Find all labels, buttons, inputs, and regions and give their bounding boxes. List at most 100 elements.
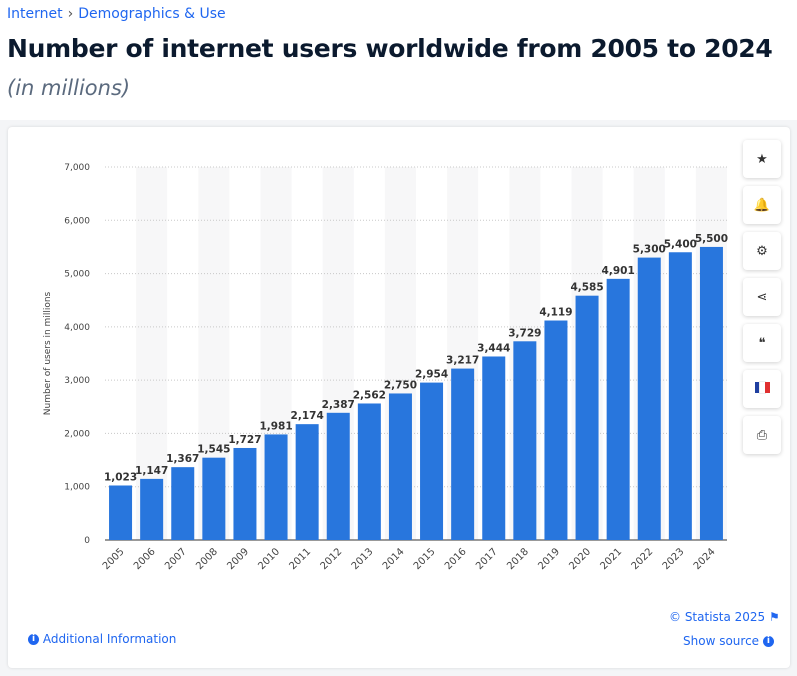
x-tick-label: 2023 — [661, 546, 687, 572]
bar — [637, 257, 661, 540]
bell-icon: 🔔 — [753, 197, 771, 213]
page-subtitle: (in millions) — [7, 76, 131, 100]
bar — [420, 382, 444, 540]
bar — [606, 278, 630, 540]
bar — [357, 403, 381, 540]
star-icon: ★ — [756, 151, 768, 167]
bar — [109, 485, 133, 540]
x-tick-label: 2016 — [443, 546, 469, 572]
x-tick-label: 2024 — [692, 546, 718, 572]
x-tick-label: 2019 — [536, 546, 562, 572]
info-icon: i — [28, 634, 39, 645]
bar — [326, 412, 350, 540]
bar — [544, 320, 568, 540]
y-tick-label: 1,000 — [64, 483, 90, 493]
y-tick-label: 0 — [84, 536, 90, 546]
x-tick-label: 2010 — [256, 546, 282, 572]
bar — [668, 252, 692, 540]
breadcrumb: Internet › Demographics & Use — [7, 6, 226, 22]
bar — [388, 393, 412, 540]
flag-icon: ⚑ — [769, 610, 780, 624]
bar — [233, 447, 257, 540]
data-label: 1,727 — [228, 434, 261, 446]
data-label: 3,217 — [446, 355, 479, 367]
data-label: 3,729 — [508, 327, 541, 339]
data-label: 2,174 — [291, 410, 324, 422]
x-tick-label: 2005 — [101, 546, 127, 572]
data-label: 1,023 — [104, 471, 137, 483]
page-title: Number of internet users worldwide from … — [7, 34, 773, 63]
x-tick-label: 2013 — [350, 546, 376, 572]
data-label: 2,387 — [322, 399, 355, 411]
copyright-label: © Statista 2025 — [669, 610, 766, 624]
bar — [513, 341, 537, 540]
y-tick-label: 7,000 — [64, 163, 90, 173]
bar — [699, 246, 723, 540]
data-label: 4,585 — [570, 282, 603, 294]
gear-button[interactable]: ⚙ — [743, 232, 781, 270]
bar — [575, 295, 599, 540]
bar — [451, 368, 475, 540]
x-tick-label: 2017 — [474, 546, 500, 572]
additional-information-label: Additional Information — [42, 632, 177, 646]
y-tick-label: 3,000 — [64, 376, 90, 386]
bar — [202, 457, 226, 540]
data-label: 2,954 — [415, 369, 448, 381]
x-tick-label: 2018 — [505, 546, 531, 572]
x-tick-label: 2014 — [381, 546, 407, 572]
x-tick-label: 2022 — [630, 546, 656, 572]
show-source-label: Show source — [683, 634, 760, 648]
x-tick-label: 2008 — [194, 546, 220, 572]
bar — [171, 467, 195, 540]
bell-button[interactable]: 🔔 — [743, 186, 781, 224]
quote-button[interactable]: ❝ — [743, 324, 781, 362]
data-label: 5,300 — [633, 244, 666, 256]
print-button[interactable]: ⎙ — [743, 416, 781, 454]
data-label: 2,750 — [384, 379, 417, 391]
x-tick-label: 2015 — [412, 546, 438, 572]
copyright-link[interactable]: © Statista 2025 ⚑ — [669, 610, 780, 624]
data-label: 1,367 — [166, 453, 199, 465]
x-tick-label: 2007 — [163, 546, 189, 572]
print-icon: ⎙ — [756, 427, 768, 443]
bar — [295, 424, 319, 540]
gear-icon: ⚙ — [756, 243, 768, 259]
french-flag-icon — [754, 380, 770, 397]
data-label: 1,545 — [197, 444, 230, 456]
share-icon: ⋖ — [756, 289, 768, 305]
y-tick-label: 2,000 — [64, 429, 90, 439]
data-label: 4,901 — [602, 265, 635, 277]
data-label: 2,562 — [353, 389, 386, 401]
data-label: 5,400 — [664, 238, 697, 250]
show-source-link[interactable]: Show source i — [683, 634, 774, 648]
data-label: 1,147 — [135, 465, 168, 477]
y-axis-label: Number of users in millions — [43, 291, 53, 415]
data-label: 1,981 — [259, 420, 292, 432]
x-tick-label: 2011 — [287, 546, 313, 572]
share-button[interactable]: ⋖ — [743, 278, 781, 316]
x-tick-label: 2012 — [319, 546, 345, 572]
french-flag-button[interactable] — [743, 370, 781, 408]
y-tick-label: 5,000 — [64, 270, 90, 280]
x-tick-label: 2021 — [598, 546, 624, 572]
y-tick-label: 4,000 — [64, 323, 90, 333]
breadcrumb-demographics[interactable]: Demographics & Use — [78, 6, 226, 22]
info-icon: i — [762, 636, 774, 647]
data-label: 5,500 — [695, 233, 728, 245]
data-label: 4,119 — [539, 307, 572, 319]
star-button[interactable]: ★ — [743, 140, 781, 178]
header: Internet › Demographics & Use Number of in… — [0, 0, 797, 120]
x-tick-label: 2009 — [225, 546, 251, 572]
quote-icon: ❝ — [758, 335, 766, 351]
bar — [264, 434, 288, 540]
bar — [482, 356, 506, 540]
column-stripe — [136, 167, 168, 540]
breadcrumb-separator: › — [67, 6, 74, 22]
x-tick-label: 2020 — [567, 546, 593, 572]
y-tick-label: 6,000 — [64, 216, 90, 226]
breadcrumb-internet[interactable]: Internet — [7, 6, 63, 22]
x-tick-label: 2006 — [132, 546, 158, 572]
data-label: 3,444 — [477, 342, 510, 354]
additional-information-link[interactable]: i Additional Information — [28, 632, 176, 646]
